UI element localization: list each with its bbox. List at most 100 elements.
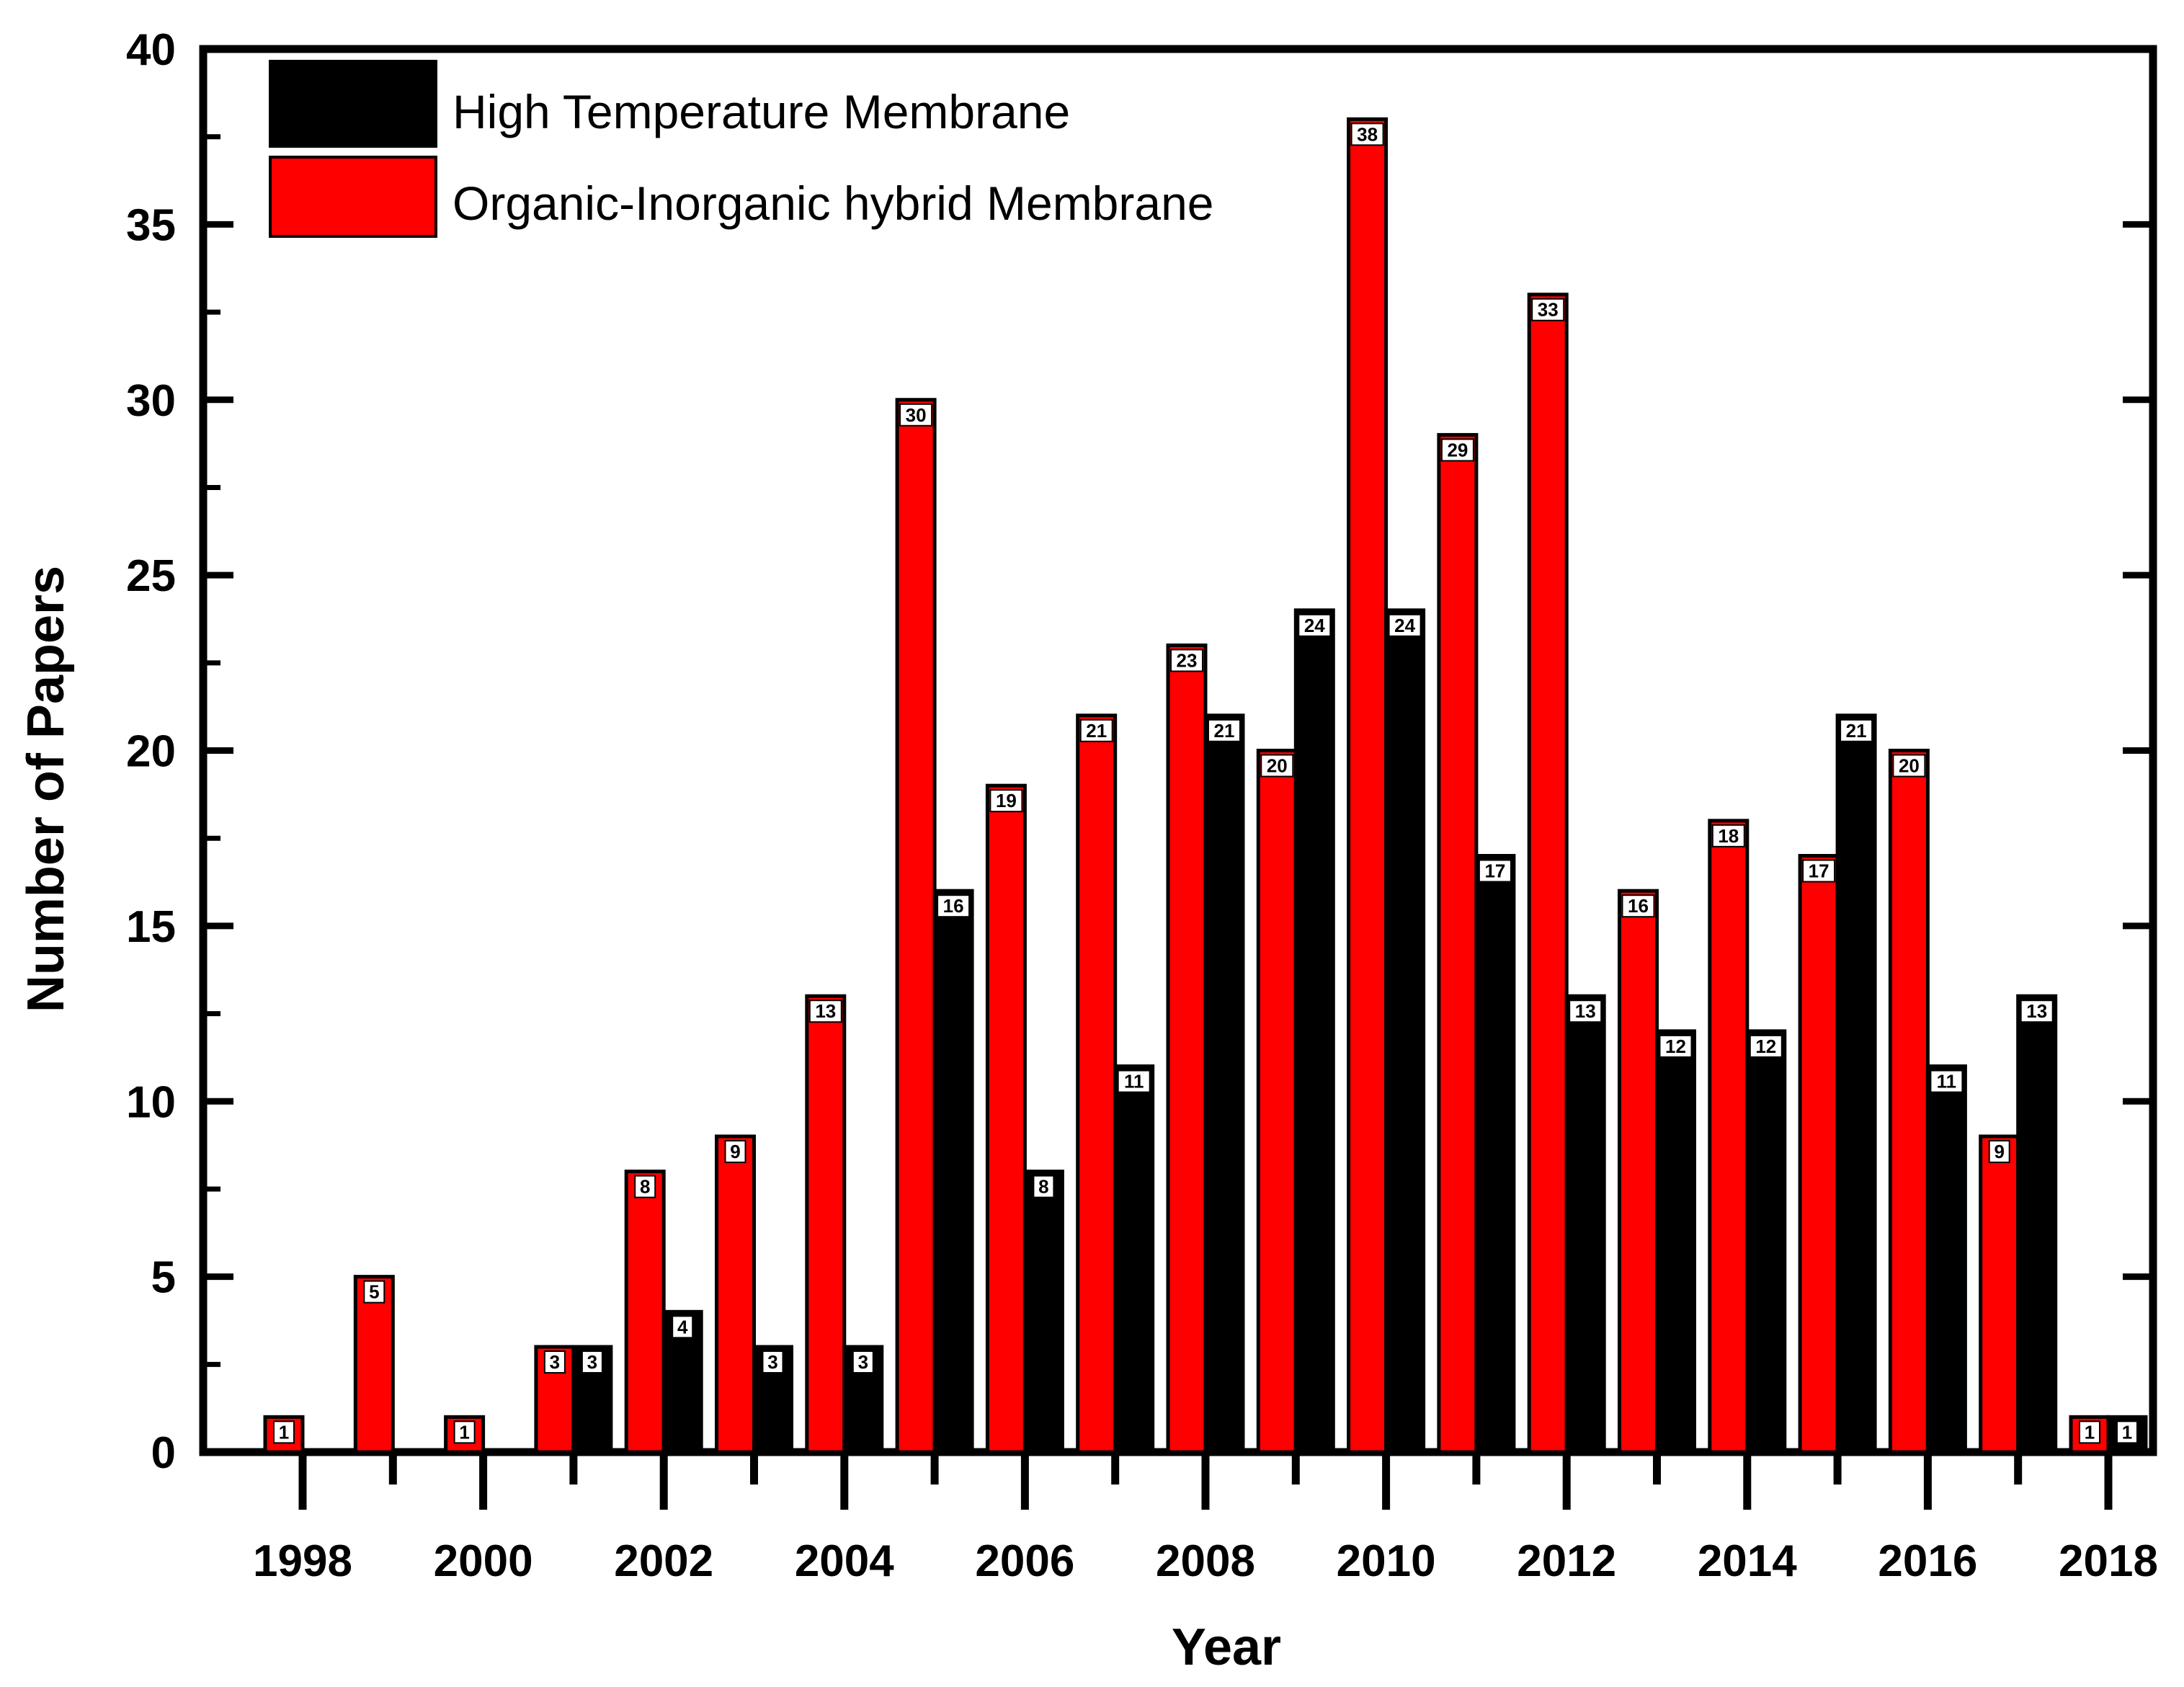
- bar-organic-inorganic: [624, 1170, 666, 1454]
- data-label-box: [634, 1175, 656, 1198]
- x-tick-label: 2006: [975, 1536, 1074, 1586]
- data-label-box: [1208, 718, 1241, 742]
- data-label: 16: [943, 895, 964, 917]
- bar-organic-inorganic: [1437, 432, 1479, 1454]
- data-label-box: [989, 789, 1023, 813]
- data-label-box: [2079, 1420, 2100, 1444]
- data-label: 9: [1994, 1141, 2004, 1162]
- bar-organic-inorganic: [1347, 117, 1389, 1454]
- legend-swatch-organic-inorganic: [269, 156, 437, 238]
- data-label-box: [1892, 754, 1926, 778]
- bar-high-temperature: [1564, 994, 1606, 1454]
- data-label-box: [1079, 718, 1113, 742]
- data-label: 8: [640, 1176, 650, 1198]
- data-label-box: [1033, 1175, 1055, 1198]
- data-label: 3: [858, 1351, 868, 1373]
- data-label: 13: [1575, 1000, 1596, 1022]
- data-label: 20: [1899, 755, 1920, 777]
- x-tick-label: 2016: [1878, 1536, 1977, 1586]
- legend: High Temperature Membrane Organic-Inorga…: [269, 60, 1213, 238]
- bar-organic-inorganic: [805, 994, 847, 1454]
- data-label: 33: [1538, 299, 1559, 321]
- x-tick-label: 2010: [1337, 1536, 1436, 1586]
- data-label-box: [1988, 1139, 2010, 1163]
- data-label: 3: [587, 1351, 597, 1373]
- data-label-box: [762, 1350, 784, 1374]
- data-label: 13: [2026, 1000, 2047, 1022]
- y-axis-title: Number of Papers: [17, 566, 75, 1012]
- x-tick-label: 2012: [1517, 1536, 1616, 1586]
- data-label-box: [1117, 1069, 1151, 1093]
- data-label-box: [1569, 1000, 1603, 1023]
- data-label: 38: [1357, 123, 1378, 145]
- data-label-box: [937, 894, 971, 918]
- data-label: 24: [1394, 615, 1415, 636]
- data-label: 20: [1267, 755, 1288, 777]
- data-label-box: [899, 403, 933, 427]
- x-tick-label: 1998: [253, 1536, 352, 1586]
- bar-high-temperature: [1113, 1064, 1155, 1454]
- data-label-box: [1802, 859, 1836, 883]
- bar-high-temperature: [1384, 608, 1426, 1454]
- data-label-box: [581, 1350, 603, 1374]
- legend-swatch-high-temperature: [269, 60, 437, 148]
- bar-organic-inorganic: [1798, 854, 1840, 1454]
- data-label-box: [2116, 1420, 2138, 1444]
- bar-high-temperature: [1835, 713, 1877, 1454]
- bar-high-temperature: [1203, 713, 1245, 1454]
- y-tick-label: 20: [126, 727, 176, 777]
- data-label: 30: [906, 404, 927, 426]
- bar-organic-inorganic: [1527, 293, 1569, 1454]
- bar-high-temperature: [2016, 994, 2058, 1454]
- data-label-box: [1659, 1034, 1693, 1058]
- data-label-box: [1260, 754, 1294, 778]
- legend-label-high-temperature: High Temperature Membrane: [453, 85, 1070, 138]
- data-label-box: [1531, 298, 1565, 321]
- bar-high-temperature: [1474, 854, 1516, 1454]
- data-label-box: [1930, 1069, 1964, 1093]
- data-label-box: [1170, 649, 1203, 672]
- data-label: 11: [1937, 1071, 1957, 1092]
- y-tick-label: 25: [126, 551, 176, 601]
- y-tick-label: 30: [126, 376, 176, 426]
- bar-organic-inorganic: [1708, 819, 1750, 1454]
- bar-organic-inorganic: [1888, 749, 1930, 1454]
- data-label: 5: [369, 1281, 379, 1303]
- data-label-box: [1298, 613, 1332, 637]
- bar-high-temperature: [661, 1309, 703, 1454]
- data-label: 23: [1177, 649, 1198, 671]
- x-tick-label: 2000: [434, 1536, 533, 1586]
- data-label-box: [273, 1420, 295, 1444]
- data-label-box: [1621, 894, 1655, 918]
- data-label-box: [1840, 718, 1873, 742]
- data-label: 17: [1809, 860, 1829, 882]
- data-label: 3: [550, 1351, 560, 1373]
- bar-high-temperature: [1655, 1029, 1696, 1454]
- data-label: 17: [1484, 860, 1505, 882]
- data-label-box: [1350, 123, 1384, 146]
- data-label-box: [1749, 1034, 1783, 1058]
- bar-high-temperature: [1022, 1170, 1064, 1454]
- data-label: 21: [1214, 720, 1235, 742]
- bar-organic-inorganic: [1979, 1134, 2020, 1454]
- data-label: 29: [1447, 439, 1468, 460]
- bar-organic-inorganic: [1166, 643, 1208, 1454]
- data-label-box: [808, 1000, 842, 1023]
- bar-organic-inorganic: [715, 1134, 756, 1454]
- data-label: 3: [767, 1351, 777, 1373]
- data-label: 18: [1718, 825, 1739, 847]
- data-label: 13: [815, 1000, 836, 1022]
- bar-high-temperature: [1293, 608, 1335, 1454]
- bar-high-temperature: [932, 889, 974, 1454]
- data-label: 16: [1628, 895, 1649, 917]
- data-label-box: [852, 1350, 874, 1374]
- data-label: 9: [730, 1141, 740, 1162]
- x-axis-title: Year: [1172, 1619, 1281, 1676]
- bar-organic-inorganic: [1076, 713, 1118, 1454]
- y-tick-label: 40: [126, 25, 176, 75]
- data-label-box: [1478, 859, 1512, 883]
- data-label-box: [363, 1280, 385, 1304]
- x-tick-label: 2002: [614, 1536, 713, 1586]
- data-label-box: [1711, 824, 1745, 847]
